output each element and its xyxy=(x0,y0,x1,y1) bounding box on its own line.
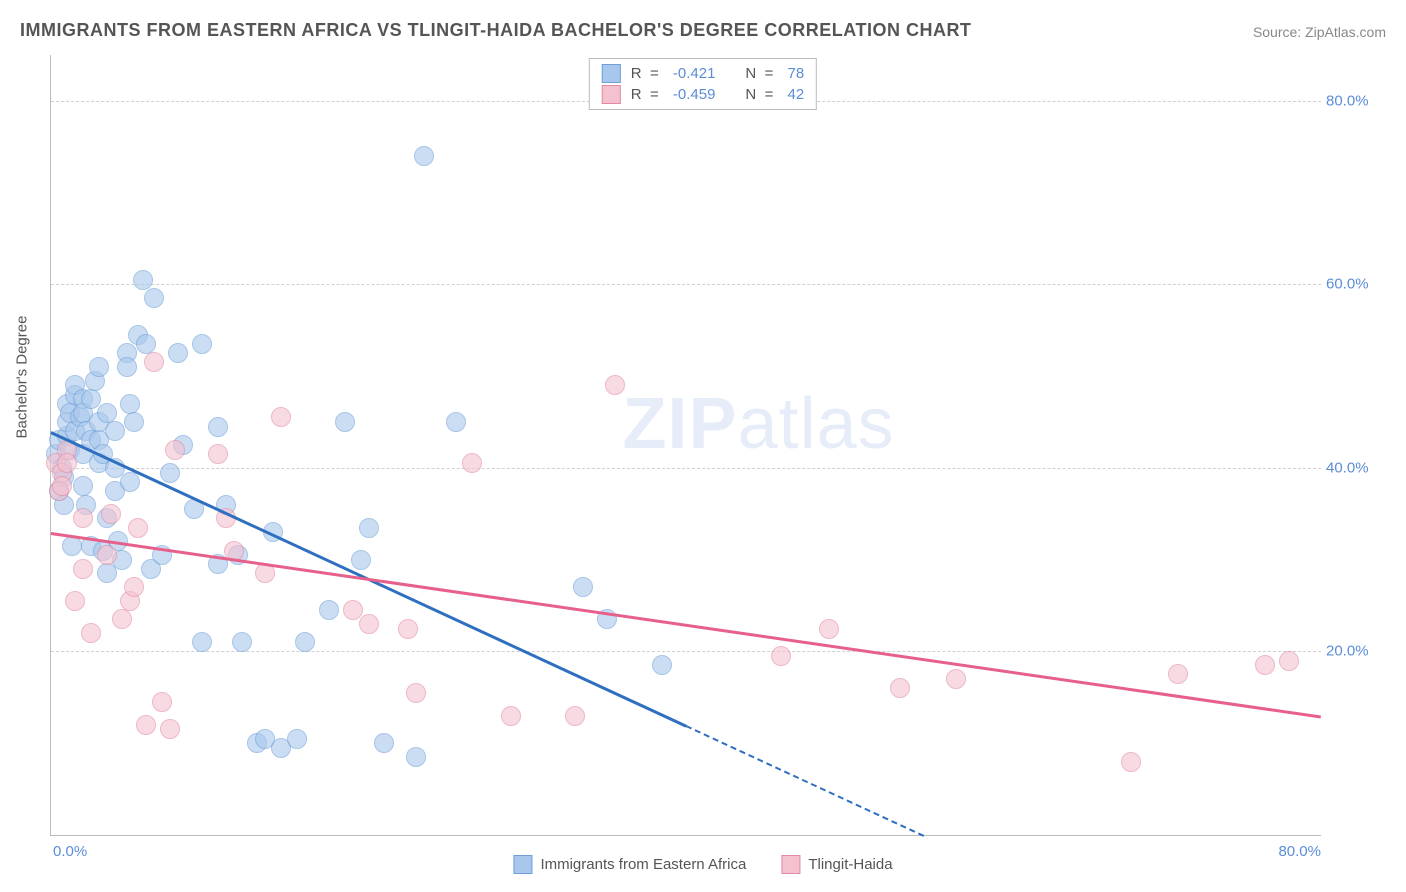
data-point xyxy=(120,394,140,414)
series-name: Tlingit-Haida xyxy=(808,856,892,873)
data-point xyxy=(62,536,82,556)
data-point xyxy=(319,600,339,620)
data-point xyxy=(819,619,839,639)
data-point xyxy=(160,463,180,483)
data-point xyxy=(124,577,144,597)
data-point xyxy=(133,270,153,290)
legend-swatch xyxy=(513,855,532,874)
y-tick-label: 20.0% xyxy=(1326,643,1381,660)
data-point xyxy=(374,733,394,753)
legend-swatch xyxy=(602,85,621,104)
y-axis-title: Bachelor's Degree xyxy=(14,316,31,439)
data-point xyxy=(1255,655,1275,675)
y-tick-label: 60.0% xyxy=(1326,276,1381,293)
x-tick-label: 80.0% xyxy=(1278,843,1321,860)
data-point xyxy=(97,545,117,565)
data-point xyxy=(73,559,93,579)
data-point xyxy=(97,403,117,423)
data-point xyxy=(101,504,121,524)
source-label: Source: ZipAtlas.com xyxy=(1253,24,1386,40)
data-point xyxy=(208,444,228,464)
legend-row: R = -0.421 N = 78 xyxy=(602,63,804,84)
x-tick-label: 0.0% xyxy=(53,843,87,860)
legend-item: Tlingit-Haida xyxy=(781,855,892,874)
data-point xyxy=(462,453,482,473)
data-point xyxy=(1168,664,1188,684)
data-point xyxy=(165,440,185,460)
legend-swatch xyxy=(602,64,621,83)
data-point xyxy=(112,609,132,629)
data-point xyxy=(192,632,212,652)
n-label: N = xyxy=(745,86,773,103)
data-point xyxy=(573,577,593,597)
data-point xyxy=(168,343,188,363)
data-point xyxy=(501,706,521,726)
data-point xyxy=(152,692,172,712)
data-point xyxy=(208,417,228,437)
data-point xyxy=(271,407,291,427)
data-point xyxy=(232,632,252,652)
gridline xyxy=(51,284,1321,285)
y-tick-label: 40.0% xyxy=(1326,459,1381,476)
r-value: -0.459 xyxy=(669,86,716,103)
correlation-legend: R = -0.421 N = 78 R = -0.459 N = 42 xyxy=(589,58,817,110)
data-point xyxy=(124,412,144,432)
data-point xyxy=(136,715,156,735)
data-point xyxy=(398,619,418,639)
data-point xyxy=(446,412,466,432)
data-point xyxy=(295,632,315,652)
gridline xyxy=(51,468,1321,469)
data-point xyxy=(97,563,117,583)
data-point xyxy=(144,288,164,308)
watermark: ZIPatlas xyxy=(623,383,895,465)
data-point xyxy=(359,614,379,634)
data-point xyxy=(1121,752,1141,772)
data-point xyxy=(351,550,371,570)
series-legend: Immigrants from Eastern Africa Tlingit-Ha… xyxy=(505,855,900,874)
data-point xyxy=(73,508,93,528)
data-point xyxy=(1279,651,1299,671)
n-label: N = xyxy=(745,65,773,82)
data-point xyxy=(406,747,426,767)
data-point xyxy=(890,678,910,698)
r-label: R = xyxy=(631,65,659,82)
legend-swatch xyxy=(781,855,800,874)
data-point xyxy=(359,518,379,538)
data-point xyxy=(89,357,109,377)
series-name: Immigrants from Eastern Africa xyxy=(540,856,746,873)
data-point xyxy=(136,334,156,354)
data-point xyxy=(105,421,125,441)
data-point xyxy=(771,646,791,666)
data-point xyxy=(144,352,164,372)
data-point xyxy=(120,472,140,492)
data-point xyxy=(73,476,93,496)
chart-title: IMMIGRANTS FROM EASTERN AFRICA VS TLINGI… xyxy=(20,20,971,41)
data-point xyxy=(414,146,434,166)
data-point xyxy=(287,729,307,749)
data-point xyxy=(128,518,148,538)
r-value: -0.421 xyxy=(669,65,716,82)
data-point xyxy=(160,719,180,739)
legend-item: Immigrants from Eastern Africa xyxy=(513,855,746,874)
data-point xyxy=(652,655,672,675)
data-point xyxy=(406,683,426,703)
chart-plot-area: ZIPatlas 20.0%40.0%60.0%80.0%0.0%80.0% xyxy=(50,55,1321,836)
data-point xyxy=(946,669,966,689)
n-value: 42 xyxy=(783,86,804,103)
data-point xyxy=(52,476,72,496)
data-point xyxy=(335,412,355,432)
data-point xyxy=(65,591,85,611)
trend-line xyxy=(51,532,1321,718)
data-point xyxy=(565,706,585,726)
r-label: R = xyxy=(631,86,659,103)
data-point xyxy=(605,375,625,395)
legend-row: R = -0.459 N = 42 xyxy=(602,84,804,105)
data-point xyxy=(192,334,212,354)
data-point xyxy=(81,623,101,643)
n-value: 78 xyxy=(783,65,804,82)
data-point xyxy=(117,357,137,377)
data-point xyxy=(57,453,77,473)
trend-line-extension xyxy=(686,725,925,837)
y-tick-label: 80.0% xyxy=(1326,92,1381,109)
